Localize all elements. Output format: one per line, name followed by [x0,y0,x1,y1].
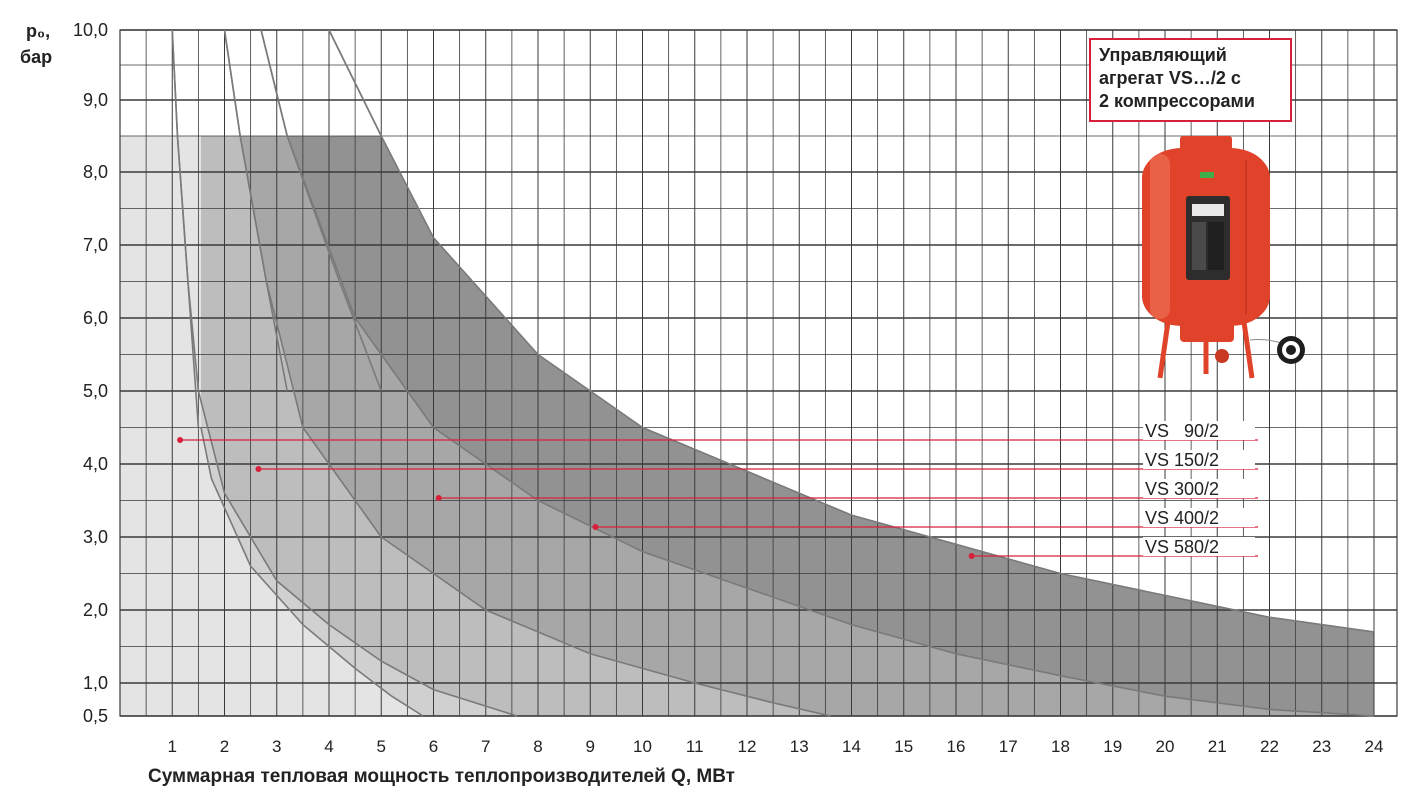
x-tick-label: 14 [842,737,861,756]
x-tick-label: 21 [1208,737,1227,756]
series-curve [200,427,424,717]
drain-valve [1215,349,1229,363]
x-tick-label: 20 [1156,737,1175,756]
x-tick-label: 10 [633,737,652,756]
y-tick-label: 8,0 [83,162,108,182]
x-axis-label: Суммарная тепловая мощность теплопроизво… [148,766,735,787]
y-axis-unit: бар [20,47,53,67]
vessel-leg-right [1241,321,1255,379]
series-label-bg [1143,479,1255,498]
x-tick-label: 13 [790,737,809,756]
sensor-center [1286,345,1296,355]
x-tick-label: 2 [220,737,229,756]
y-axis-symbol: p₀, [26,21,51,41]
y-tick-label: 2,0 [83,600,108,620]
vessel-bottom [1180,322,1234,342]
series-curves [171,29,1375,717]
x-tick-label: 4 [324,737,333,756]
series-curve [260,29,1375,717]
x-tick-label: 7 [481,737,490,756]
x-tick-label: 3 [272,737,281,756]
y-tick-label: 6,0 [83,308,108,328]
y-tick-label: 4,0 [83,454,108,474]
vessel-top-flange [1180,136,1232,150]
series-label: VS 90/2 [1145,421,1219,441]
status-light [1200,172,1214,178]
series-label: VS 400/2 [1145,508,1219,528]
plot-frame [119,29,1398,717]
zone-VS-90-2 [120,136,424,716]
x-tick-label: 19 [1103,737,1122,756]
y-tick-label: 5,0 [83,381,108,401]
series-leader-lines: VS 90/2 VS 150/2 VS 300/2 VS 400/2 VS 580/2 [177,421,1258,559]
unit-description-box: Управляющий агрегат VS…/2 с 2 компрессор… [1089,38,1292,122]
x-tick-label: 6 [429,737,438,756]
x-tick-label: 24 [1365,737,1384,756]
x-tick-label: 5 [377,737,386,756]
x-tick-label: 22 [1260,737,1279,756]
y-tick-label: 1,0 [83,673,108,693]
series-curve [328,29,1375,633]
x-tick-label: 1 [168,737,177,756]
note-line-3: 2 компрессорами [1099,91,1255,111]
series-label-bg [1143,508,1255,527]
series-label-bg [1143,450,1255,469]
y-tick-label: 9,0 [83,90,108,110]
series-label-bg [1143,421,1255,440]
y-tick-label: 3,0 [83,527,108,547]
y-tick-label: 7,0 [83,235,108,255]
y-tick-label: 0,5 [83,706,108,726]
note-line-2: агрегат VS…/2 с [1099,68,1241,88]
note-line-1: Управляющий [1099,45,1227,65]
control-panel-left [1192,222,1206,270]
x-tick-label: 11 [686,737,704,756]
control-panel-right [1208,222,1224,270]
series-label: VS 300/2 [1145,479,1219,499]
x-tick-label: 23 [1312,737,1331,756]
vessel-highlight [1150,154,1170,319]
vessel-leg-left [1157,321,1171,379]
series-curve [223,29,831,717]
x-tick-label: 12 [738,737,757,756]
series-label: VS 580/2 [1145,537,1219,557]
x-tick-label: 18 [1051,737,1070,756]
x-tick-label: 15 [894,737,913,756]
zone-VS-300-2 [120,136,831,716]
x-tick-label: 16 [947,737,966,756]
series-label: VS 150/2 [1145,450,1219,470]
x-tick-label: 17 [999,737,1018,756]
series-label-bg [1143,537,1255,556]
y-tick-label: 10,0 [73,20,108,40]
red-expansion-vessel-icon [1142,136,1305,379]
x-tick-label: 8 [533,737,542,756]
control-display [1192,204,1224,216]
x-tick-label: 9 [586,737,595,756]
axis-tick-labels: 1 2 3 4 5 6 7 8 9 10 11 12 13 14 15 16 17 18 19 20 21 22 23 240… [73,20,1384,756]
series-curve [171,29,518,717]
